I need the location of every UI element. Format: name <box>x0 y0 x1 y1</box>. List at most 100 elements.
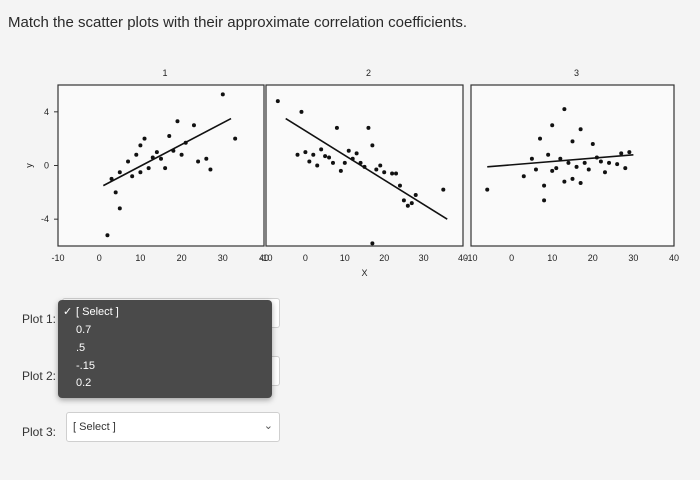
plot3-select[interactable]: [ Select ] ⌄ <box>66 412 280 442</box>
dropdown-option[interactable]: .5 <box>76 342 86 354</box>
x-tick-label: 0 <box>97 253 102 263</box>
data-point <box>159 156 163 161</box>
x-tick-label: 10 <box>340 253 350 263</box>
data-point <box>374 167 379 172</box>
plot2-label: Plot 2: <box>22 369 57 383</box>
data-point <box>370 241 375 246</box>
data-point <box>602 170 607 175</box>
x-tick-label: -10 <box>51 253 64 263</box>
data-point <box>370 143 375 148</box>
data-point <box>167 133 172 138</box>
data-point <box>378 163 383 168</box>
data-point <box>204 156 209 161</box>
x-tick-label: 20 <box>588 253 598 263</box>
data-point <box>191 123 196 128</box>
data-point <box>562 179 567 184</box>
data-point <box>529 156 534 161</box>
data-point <box>578 180 583 185</box>
data-point <box>117 170 122 175</box>
data-point <box>394 171 399 176</box>
data-point <box>607 160 612 165</box>
data-point <box>138 170 143 175</box>
dropdown-option[interactable]: 0.7 <box>76 324 92 336</box>
data-point <box>134 152 139 157</box>
data-point <box>130 174 135 179</box>
data-point <box>196 159 201 164</box>
x-tick-label: -10 <box>259 253 272 263</box>
data-point <box>485 187 490 192</box>
scatter-plots-figure: 1 -10 0 10 20 30 40 4 0 -4 y 2 -10 0 10 20 30 40 X 3 -10 0 10 2… <box>0 60 700 280</box>
plot3-select-value: [ Select ] <box>73 421 116 433</box>
x-tick-label: 30 <box>628 253 638 263</box>
x-tick-label: 40 <box>669 253 679 263</box>
data-point <box>546 152 551 157</box>
y-axis-label: y <box>24 163 34 168</box>
data-point <box>126 159 131 164</box>
data-point <box>342 160 347 165</box>
x-tick-label: 0 <box>303 253 308 263</box>
data-point <box>117 206 122 211</box>
data-point <box>441 187 446 192</box>
data-point <box>327 155 332 160</box>
data-point <box>354 151 359 156</box>
dropdown-option[interactable]: -.15 <box>76 360 95 372</box>
data-point <box>299 109 304 114</box>
data-point <box>208 167 213 172</box>
data-point <box>346 148 351 153</box>
x-tick-label: 20 <box>379 253 389 263</box>
data-point <box>334 125 339 130</box>
data-point <box>338 168 343 173</box>
data-point <box>163 166 168 171</box>
data-point <box>619 151 624 156</box>
data-point <box>405 203 410 208</box>
dropdown-option[interactable]: 0.2 <box>76 377 92 389</box>
data-point <box>615 162 620 167</box>
data-point <box>533 167 538 172</box>
data-point <box>138 143 143 148</box>
plot-title: 2 <box>366 68 371 78</box>
data-point <box>550 123 555 128</box>
x-tick-label: 40 <box>458 253 468 263</box>
data-point <box>538 136 543 141</box>
data-point <box>382 170 387 175</box>
x-tick-label: 40 <box>259 253 269 263</box>
data-point <box>554 166 559 171</box>
x-tick-label: 0 <box>509 253 514 263</box>
plot-title: 1 <box>162 68 167 78</box>
chevron-down-icon: ⌄ <box>263 420 273 432</box>
data-point <box>574 164 579 169</box>
fit-line <box>285 117 448 220</box>
data-point <box>175 119 180 124</box>
data-point <box>154 150 159 155</box>
question-text: Match the scatter plots with their appro… <box>8 14 468 31</box>
data-point <box>570 176 575 181</box>
x-tick-label: 10 <box>135 253 145 263</box>
data-point <box>330 160 335 165</box>
y-tick-label: -4 <box>41 214 49 224</box>
data-point <box>542 183 547 188</box>
data-point <box>550 168 555 173</box>
data-point <box>295 152 300 157</box>
checkmark-icon: ✓ <box>63 306 73 318</box>
data-point <box>323 154 328 159</box>
data-point <box>590 142 595 147</box>
data-point <box>275 99 280 104</box>
dropdown-option[interactable]: [ Select ] <box>76 306 119 318</box>
data-point <box>521 174 526 179</box>
plot-frame <box>57 84 265 247</box>
data-point <box>586 167 591 172</box>
data-point <box>397 183 402 188</box>
data-point <box>578 127 583 132</box>
data-point <box>105 233 110 238</box>
data-point <box>307 159 312 164</box>
data-point <box>303 150 308 155</box>
x-tick-label: -10 <box>464 253 477 263</box>
data-point <box>409 201 414 206</box>
x-tick-label: 30 <box>419 253 429 263</box>
data-point <box>179 152 184 157</box>
data-point <box>142 136 147 141</box>
data-point <box>623 166 628 171</box>
data-point <box>558 156 563 161</box>
y-tick-label: 4 <box>44 107 49 117</box>
data-point <box>570 139 575 144</box>
